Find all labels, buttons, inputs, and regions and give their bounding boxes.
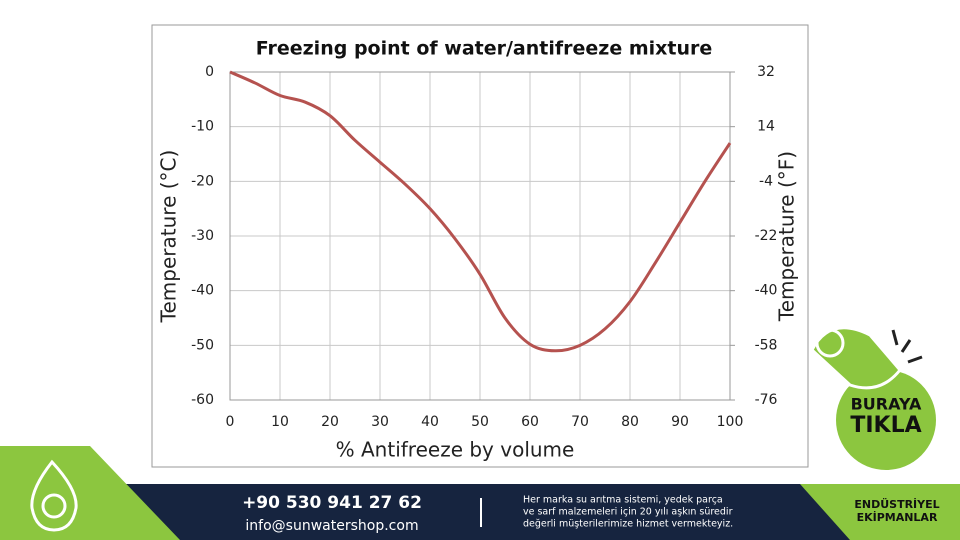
y2-axis-label: Temperature (°F) [775,151,799,322]
y2-tick-label: -58 [755,337,778,353]
x-tick-label: 50 [471,414,489,430]
x-tick-label: 100 [717,414,744,430]
x-tick-label: 80 [621,414,639,430]
y2-tick-label: -76 [755,392,778,408]
y2-tick-label: 32 [757,64,775,80]
x-tick-label: 20 [321,414,339,430]
click-badge[interactable]: BURAYA TIKLA [810,326,936,470]
series-line [229,70,732,353]
hand-logo [815,328,845,358]
y2-tick-label: -40 [755,283,778,299]
email: info@sunwatershop.com [245,518,418,534]
footer-band [120,484,960,540]
phone: +90 530 941 27 62 [242,493,422,513]
tag-band [800,484,960,540]
logo [41,493,67,519]
badge-text: BURAYA [851,395,922,414]
plot-border [229,71,731,401]
y-tick-label: -50 [191,337,214,353]
badge-circle [836,370,936,470]
plot: 0 -10 -20 -30 -40 -50 -60 0 10 20 30 40 50 60 70 80 90 10… [191,64,777,430]
y2-tick-label: 14 [757,119,775,135]
y-tick-label: -10 [191,119,214,135]
x-tick-label: 30 [371,414,389,430]
x-tick-label: 60 [521,414,539,430]
y-tick-label: 0 [205,64,214,80]
x-tick-label: 90 [671,414,689,430]
tag: ENDÜSTRİYEL [854,497,939,511]
tag: EKİPMANLAR [857,510,938,524]
logo [30,459,78,532]
spark [900,339,912,353]
blurb: değerli müşterilerimize hizmet vermektey… [523,519,733,530]
chart-title: Freezing point of water/antifreeze mixtu… [256,38,713,60]
spark [891,329,899,346]
x-tick-label: 0 [226,414,235,430]
y2-tick-label: -4 [759,173,773,189]
badge-text: TIKLA [850,413,921,438]
y-tick-label: -20 [191,173,214,189]
spark [907,355,923,364]
blurb: Her marka su arıtma sistemi, yedek parça [523,495,723,506]
y-tick-label: -60 [191,392,214,408]
y-tick-label: -40 [191,283,214,299]
x-tick-label: 40 [421,414,439,430]
x-tick-label: 10 [271,414,289,430]
x-axis-label: % Antifreeze by volume [336,438,575,462]
y-axis-label: Temperature (°C) [157,150,181,324]
y2-tick-label: -22 [755,228,778,244]
hand-icon [810,326,902,390]
blurb: ve sarf malzemeleri için 20 yılı aşkın s… [523,507,733,518]
x-tick-label: 70 [571,414,589,430]
y-tick-label: -30 [191,228,214,244]
